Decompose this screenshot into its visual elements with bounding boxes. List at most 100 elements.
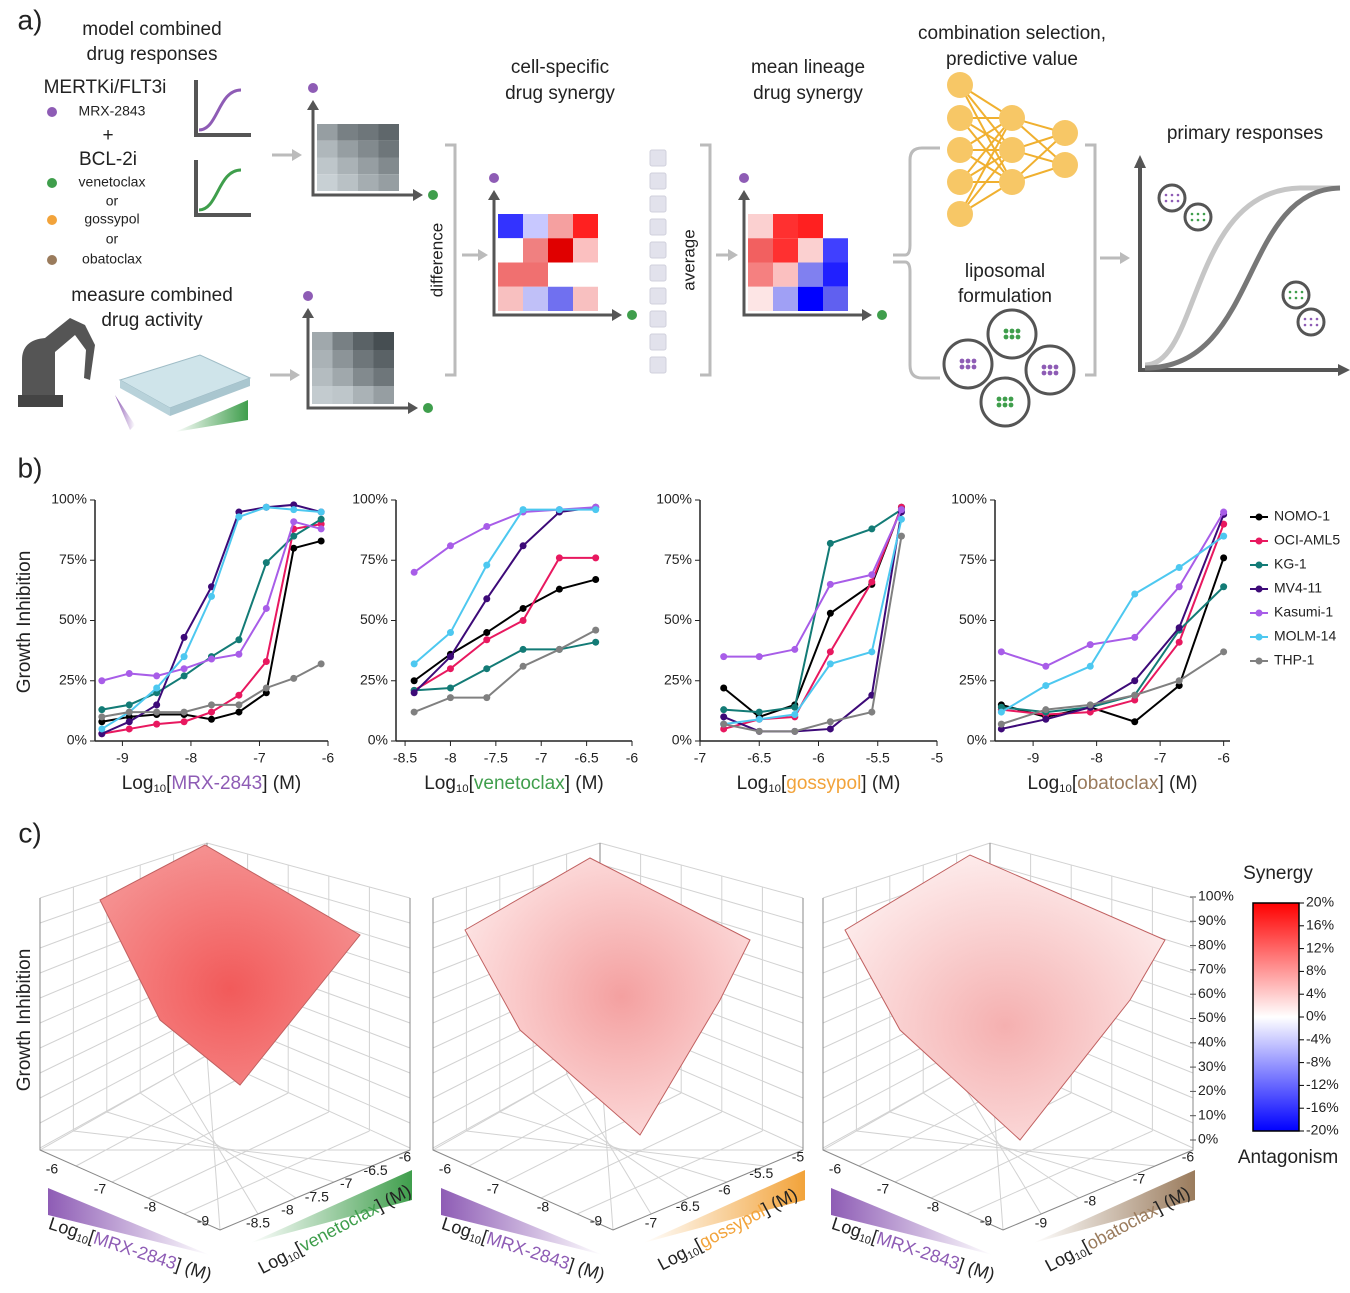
x-tick-label: -6.5 [575,750,599,766]
y-tick-label: 50% [959,611,987,627]
bracket [893,262,940,378]
label: c) [18,817,41,848]
colorbar-tick-label: 16% [1306,917,1334,933]
drug-particle [966,365,971,370]
y-tick-label: 100% [352,491,388,507]
drug-particle [1304,324,1307,327]
axis-tick-label: -8 [1084,1193,1097,1209]
data-point [181,653,188,660]
y-tick-label: 100% [951,491,987,507]
data-point [153,709,160,716]
axis-tick-label: -6 [439,1161,452,1177]
x-tick-label: -6 [1217,750,1230,766]
nn-node [1052,120,1078,146]
data-point [447,629,454,636]
y-tick-label: 75% [664,551,692,567]
series-line [414,507,596,572]
data-point [1131,590,1138,597]
data-point [98,725,105,732]
sigmoid-icon [199,170,241,210]
axis-tick-label: -9 [1035,1215,1048,1231]
data-point [868,578,875,585]
heatmap-cell [374,368,395,386]
drug-dot [308,83,318,93]
axis-arrow [862,309,872,321]
data-point [483,629,490,636]
x-tick-label: -6 [626,750,639,766]
z-tick-label: 40% [1198,1034,1226,1050]
bracket [893,148,940,255]
heatmap-cell [798,263,823,287]
heatmap-cell [338,174,359,191]
label: difference [427,223,446,297]
data-point [411,689,418,696]
data-point [520,617,527,624]
data-point [318,509,325,516]
axis-title-part: ] (M) [565,773,604,794]
data-point [520,663,527,670]
z-tick-label: 100% [1198,888,1234,904]
heatmap-cell [498,263,523,287]
axis-tick-label: -8 [537,1199,550,1215]
z-tick-label: 0% [1198,1131,1218,1147]
y-tick-label: 50% [664,611,692,627]
label: average [679,229,698,290]
drug-particle [1004,329,1009,334]
heatmap-cell [358,141,379,158]
x-tick-label: -7 [1154,750,1167,766]
axis-tick-label: -9 [590,1213,603,1229]
liposome [1283,282,1309,308]
axis-tick-label: -7 [340,1175,353,1191]
data-point [208,593,215,600]
data-point [235,636,242,643]
axis-tick-label: -6.5 [676,1198,700,1214]
heatmap-cell [523,238,548,262]
data-point [998,721,1005,728]
data-point [556,646,563,653]
stack-cube [650,242,666,258]
axis-arrow [413,189,423,201]
axis-tick-label: -9 [980,1213,993,1229]
heatmap-cell [748,263,773,287]
drug-particle [1042,371,1047,376]
axis-tick-label: -8 [927,1199,940,1215]
drug-particle [1054,371,1059,376]
stack-cube [650,196,666,212]
data-point [411,677,418,684]
legend-swatch [1256,658,1263,665]
z-tick-label: 70% [1198,961,1226,977]
nn-node [999,169,1025,195]
drug-particle [1016,335,1021,340]
data-point [235,651,242,658]
axis-title-part: ] (M) [262,773,301,794]
stack-cube [650,334,666,350]
drug-particle [1310,324,1313,327]
data-point [556,554,563,561]
data-point [827,648,834,655]
legend-label: MOLM-14 [1274,628,1336,644]
data-point [592,627,599,634]
heatmap-cell [773,263,798,287]
bracket [700,145,710,375]
heatmap-cell [573,263,598,287]
surface [100,845,360,1085]
axis-title-part: ] (M) [956,1254,997,1284]
liposome [1298,309,1324,335]
heatmap-cell [358,124,379,141]
z-tick-label: 90% [1198,912,1226,928]
drug-particle [1197,219,1200,222]
drug-particle [1177,194,1180,197]
liposome [988,310,1036,358]
bracket [1085,145,1095,375]
heatmap-cell [312,350,333,368]
data-point [318,525,325,532]
data-point [720,721,727,728]
drug-particle [1042,365,1047,370]
z-tick-label: 50% [1198,1009,1226,1025]
series-line [1001,512,1223,666]
drug-particle [1048,365,1053,370]
series-line [1001,514,1223,728]
data-point [556,506,563,513]
heatmap-cell [317,141,338,158]
label: Synergy [1243,863,1313,884]
